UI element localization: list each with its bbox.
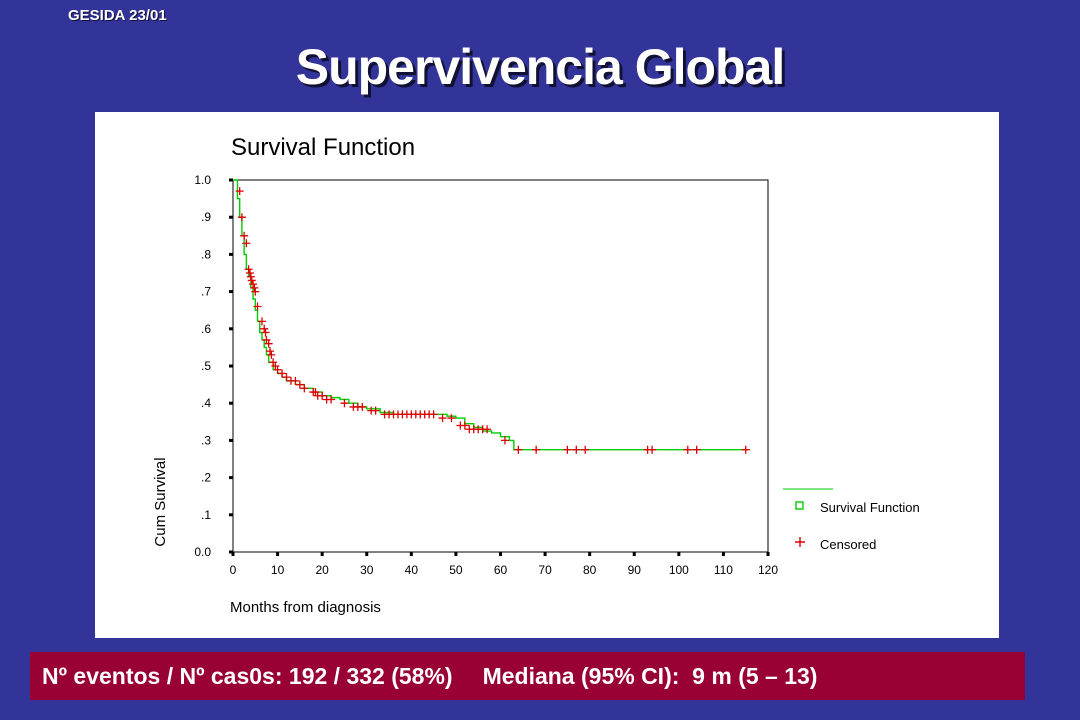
censored-mark [300,384,309,393]
censored-mark [572,445,581,454]
x-tick-label: 40 [405,563,419,577]
x-tick-label: 10 [271,563,285,577]
y-tick-label: 1.0 [194,173,211,187]
censored-mark [295,380,304,389]
censored-mark [500,436,509,445]
y-tick-label: .5 [201,359,211,373]
censored-mark [340,399,349,408]
censored-mark [371,406,380,415]
censored-mark [250,283,259,292]
y-tick-label: .6 [201,322,211,336]
censored-mark [563,445,572,454]
chart-title: Survival Function [231,134,415,161]
legend-survival-label: Survival Function [820,500,920,515]
x-axis-label: Months from diagnosis [230,599,381,616]
x-tick-label: 90 [628,563,642,577]
y-tick-label: .3 [201,433,211,447]
x-tick-label: 60 [494,563,508,577]
slide-title: Supervivencia Global [295,39,786,95]
x-tick-label: 110 [714,563,733,577]
censored-mark [237,213,246,222]
censored-mark [249,280,258,289]
censored-mark [532,445,541,454]
censored-mark [291,376,300,385]
censored-mark [460,421,469,430]
survival-function-line [233,179,746,451]
x-tick-label: 80 [583,563,597,577]
censored-mark [438,414,447,423]
legend-censored-swatch [795,537,805,547]
legend-survival-swatch [795,501,804,510]
footer-median: Mediana (95% CI): 9 m (5 – 13) [482,662,818,689]
censored-mark [242,239,251,248]
censored-mark [278,369,287,378]
censored-mark [240,231,249,240]
censored-mark [257,317,266,326]
plot-frame [232,179,769,553]
y-tick-label: .2 [201,471,211,485]
censored-mark [318,391,327,400]
x-tick-label: 70 [538,563,552,577]
censored-mark [447,414,456,423]
censored-mark [327,395,336,404]
y-tick-label: .7 [201,285,211,299]
y-tick-label: .4 [201,396,211,410]
chart-panel: Survival Function 0.0 .1 .2 .3 .4 .5 .6 .7 .8 .9 1.… [95,112,999,638]
censored-mark [429,410,438,419]
x-tick-label: 120 [758,563,778,577]
censored-mark [251,287,260,296]
censored-mark [273,365,282,374]
censored-mark [235,187,244,196]
censored-mark [245,269,254,277]
x-tick-label: 100 [669,563,689,577]
footer-banner: Nº eventos / Nº cas0s: 192 / 332 (58%) M… [30,652,1025,700]
censored-mark [692,445,701,454]
censored-mark [581,445,590,454]
censored-mark [267,350,276,359]
slide-tag: GESIDA 23/01 [68,7,167,24]
survival-chart: Survival Function 0.0 .1 .2 .3 .4 .5 .6 .7 .8 .9 1.… [152,134,920,616]
censored-mark [358,402,367,411]
y-tick-label: 0.0 [194,545,211,559]
censored-mark [264,339,273,348]
censored-mark [244,265,253,274]
censored-mark [514,445,523,454]
x-tick-label: 20 [315,563,329,577]
censored-mark [741,445,750,454]
x-tick-label: 50 [449,563,463,577]
legend-censored-label: Censored [820,537,876,552]
censored-mark [282,373,291,382]
censored-mark [253,302,262,311]
x-tick-label: 0 [230,563,237,577]
y-tick-label: .8 [201,247,211,261]
censored-mark [683,445,692,454]
x-tick-label: 30 [360,563,374,577]
censored-mark [648,445,657,454]
censored-mark [266,347,275,356]
footer-events: Nº eventos / Nº cas0s: 192 / 332 (58%) [42,662,453,689]
censored-mark [483,425,492,434]
censored-mark [247,276,256,285]
y-axis-label: Cum Survival [152,457,169,546]
censored-mark [260,324,269,333]
y-tick-label: .1 [201,508,211,522]
censored-mark [246,272,255,281]
y-tick-label: .9 [201,210,211,224]
censored-mark [261,328,270,337]
